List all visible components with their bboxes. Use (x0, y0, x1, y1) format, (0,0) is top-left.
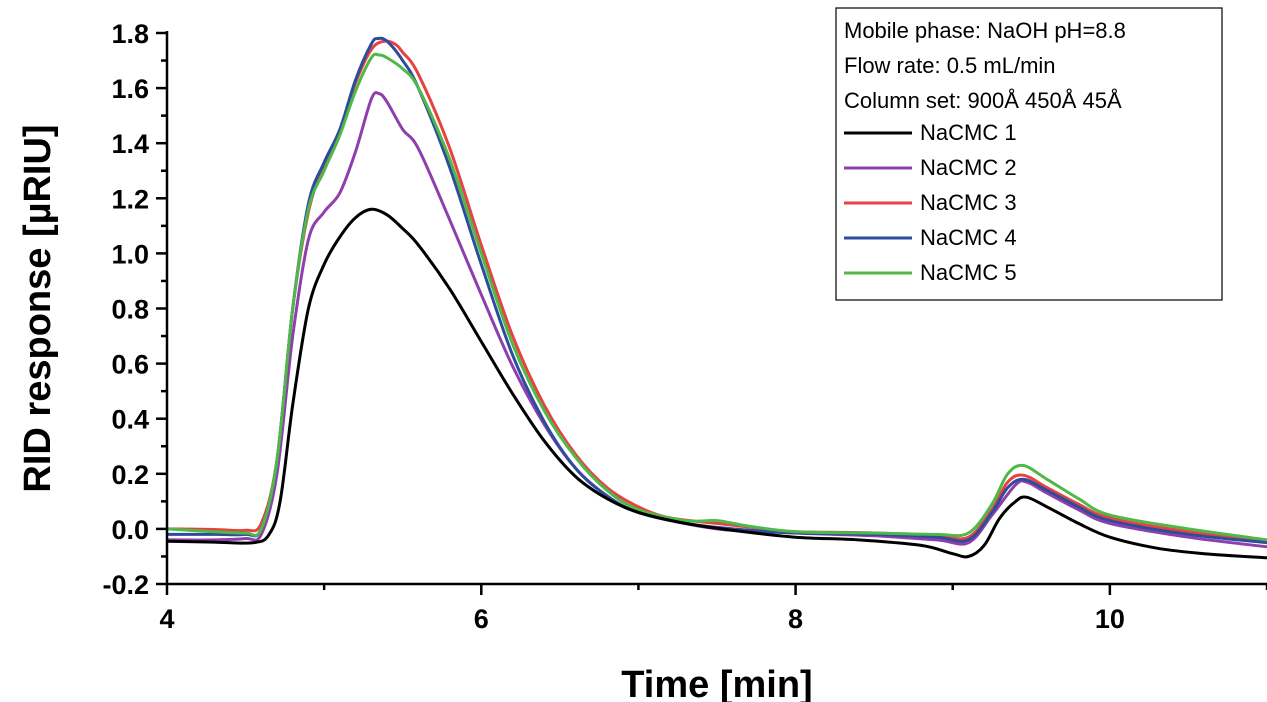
legend-label-nacmc-1: NaCMC 1 (920, 120, 1017, 145)
y-tick-label: 1.0 (111, 239, 149, 269)
series-line-nacmc-5 (167, 52, 1267, 542)
y-tick-label: 1.2 (111, 184, 149, 214)
legend-header-mobile-phase: Mobile phase: NaOH pH=8.8 (844, 18, 1126, 43)
y-tick-label: 0.8 (111, 295, 149, 325)
legend-box (835, 7, 1223, 301)
series-layer (167, 36, 1267, 560)
legend-label-nacmc-3: NaCMC 3 (920, 190, 1017, 215)
legend-header-flow-rate: Flow rate: 0.5 mL/min (844, 53, 1056, 78)
legend-label-nacmc-4: NaCMC 4 (920, 225, 1017, 250)
x-tick-label: 10 (1095, 604, 1125, 634)
y-axis-title: RID response [µRIU] (17, 124, 59, 492)
y-tick-label: 0.2 (111, 460, 149, 490)
y-tick-label: 1.6 (111, 74, 149, 104)
y-ticks: -0.2 0.0 0.2 0.4 0.6 0.8 1.0 1.2 1.4 1.6 1.8 (102, 19, 167, 600)
legend-entries: NaCMC 1 NaCMC 2 NaCMC 3 NaCMC 4 NaCMC 5 (844, 120, 1017, 285)
y-tick-label: 0.0 (111, 515, 149, 545)
y-tick-label: 1.4 (111, 129, 149, 159)
y-tick-label: 1.8 (111, 19, 149, 49)
x-tick-label: 4 (159, 604, 174, 634)
series-line-nacmc-2 (167, 91, 1267, 549)
series-line-nacmc-1 (167, 207, 1267, 560)
x-tick-label: 8 (788, 604, 803, 634)
x-tick-label: 6 (474, 604, 489, 634)
legend-label-nacmc-2: NaCMC 2 (920, 155, 1017, 180)
legend: Mobile phase: NaOH pH=8.8 Flow rate: 0.5… (835, 7, 1223, 301)
y-tick-label: 0.4 (111, 405, 149, 435)
y-tick-label: -0.2 (102, 570, 149, 600)
y-tick-label: 0.6 (111, 350, 149, 380)
x-ticks: 4 6 8 10 (159, 584, 1267, 634)
legend-label-nacmc-5: NaCMC 5 (920, 260, 1017, 285)
legend-header-column-set: Column set: 900Å 450Å 45Å (844, 88, 1122, 113)
x-axis-title: Time [min] (621, 664, 812, 702)
